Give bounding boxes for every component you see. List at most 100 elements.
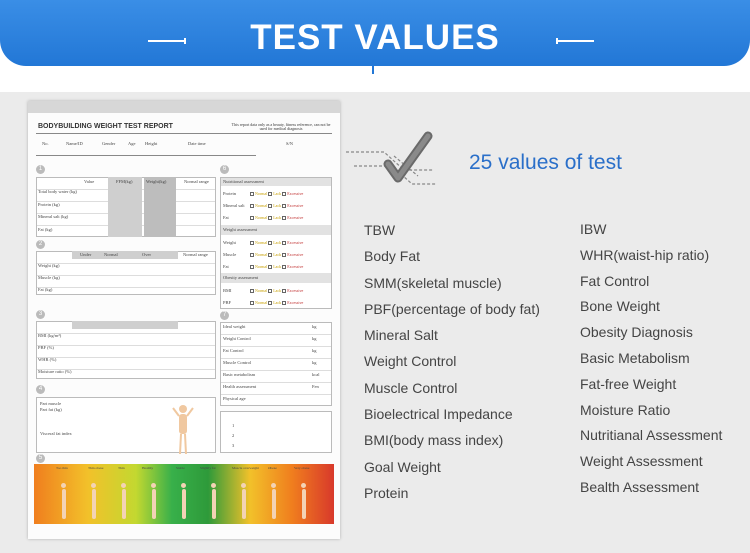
scale-label: Muscle overweight: [232, 466, 259, 470]
body-figure: [240, 483, 247, 519]
list-item: Bioelectrical Impedance: [364, 406, 513, 423]
sheet-header-band: [28, 101, 340, 113]
sec2-header: Over: [142, 252, 151, 257]
section-6-box: [220, 177, 332, 309]
list-item: BMI(body mass index): [364, 432, 504, 449]
sec7-row: Ideal weight: [223, 324, 246, 329]
scale-label: Too thin: [56, 466, 68, 470]
body-figure: [300, 483, 307, 519]
values-list-right: IBW WHR(waist-hip ratio) Fat Control Bon…: [580, 221, 722, 505]
sec7-unit: Fen: [312, 384, 319, 389]
sec1-row: Protein (kg): [38, 202, 60, 207]
sec1-header-weight: Weight(kg): [146, 179, 167, 184]
sec2-header: Under: [80, 252, 92, 257]
sec3-row: BMI (kg/m²): [38, 333, 62, 338]
option-group: Normal Lack Excessive: [250, 240, 303, 246]
banner-tick: [372, 60, 374, 74]
section-1-badge: 1: [36, 165, 45, 174]
sec6-row: Fat: [223, 215, 229, 220]
body-figure: [120, 483, 127, 519]
sec3-row: PBF (%): [38, 345, 54, 350]
option-group: Normal Lack Excessive: [250, 300, 303, 306]
sec7-list-item: 3: [232, 443, 235, 448]
sec7-row: Weight Control: [223, 336, 251, 341]
right-decoration: [556, 38, 594, 44]
divider: [36, 155, 256, 156]
values-list-left: TBW Body Fat SMM(skeletal muscle) PBF(pe…: [364, 222, 540, 511]
list-item: TBW: [364, 222, 396, 238]
section-6-head: [221, 225, 331, 235]
checkmark-icon: [346, 131, 436, 185]
sec7-unit: kg: [312, 348, 317, 353]
list-item: IBW: [580, 221, 607, 237]
sec7-unit: kcal: [312, 372, 320, 377]
field-date: Date time: [188, 141, 206, 146]
sec7-list-item: 1: [232, 423, 235, 428]
sec2-header: Normal range: [183, 252, 208, 257]
scale-label: Thin: [118, 466, 125, 470]
report-note: This report data only as a beauty, fitne…: [231, 122, 331, 131]
section-7-box: [220, 322, 332, 406]
scale-label: Obese: [268, 466, 277, 470]
list-item: Bealth Assessment: [580, 478, 700, 495]
sec1-row: Mineral salt (kg): [38, 214, 69, 219]
section-6-head: [221, 178, 331, 186]
sec7-row: Fat Control: [223, 348, 244, 353]
header-banner: TEST VALUES: [0, 0, 750, 74]
sec7-row: Health assessment: [223, 384, 257, 389]
sec7-row: Basic metabolism: [223, 372, 256, 377]
list-item: Basic Metabolism: [580, 349, 690, 366]
sec7-unit: kg: [312, 324, 317, 329]
field-age: Age: [128, 141, 136, 146]
section-4-badge: 4: [36, 385, 45, 394]
section-3-badge: 3: [36, 310, 45, 319]
body-figure-icon: [172, 405, 194, 455]
field-sn: S/N: [286, 141, 294, 146]
body-figure: [210, 483, 217, 519]
list-item: SMM(skeletal muscle): [364, 274, 502, 291]
sec1-row: Fat (kg): [38, 227, 53, 232]
list-item: Mineral Salt: [364, 327, 438, 344]
section-7-list: [220, 411, 332, 453]
list-item: Goal Weight: [364, 458, 441, 475]
list-item: Protein: [364, 484, 409, 501]
sec2-row: Muscle (kg): [38, 275, 60, 280]
list-item: Obesity Diagnosis: [580, 324, 693, 341]
body-figure: [180, 483, 187, 519]
section-1-shade: [108, 177, 142, 237]
left-decoration: [148, 38, 186, 44]
sec6-row: BMI: [223, 288, 232, 293]
sec3-row: WHR (%): [38, 357, 57, 362]
body-figure: [60, 483, 67, 519]
section-3-table: [36, 321, 216, 379]
banner-background: [0, 0, 750, 66]
sec6-row: Muscle: [223, 252, 237, 257]
field-name: Name/ID: [66, 141, 83, 146]
section-1-shade: [144, 177, 176, 237]
body-figure: [90, 483, 97, 519]
report-title: BODYBUILDING WEIGHT TEST REPORT: [38, 123, 173, 130]
list-item: Weight Control: [364, 353, 457, 370]
sec2-header: Normal: [104, 252, 118, 257]
section-5-badge: 5: [36, 454, 45, 463]
report-sheet: BODYBUILDING WEIGHT TEST REPORT This rep…: [28, 101, 340, 539]
list-item: Fat Control: [580, 272, 650, 289]
section-6-badge: 6: [220, 165, 229, 174]
sec1-header-range: Normal range: [184, 179, 209, 184]
sec6-heading: Nutritional assessment: [223, 179, 264, 184]
option-group: Normal Lack Excessive: [250, 215, 303, 221]
option-group: Normal Lack Excessive: [250, 288, 303, 294]
section-2-badge: 2: [36, 240, 45, 249]
sec7-unit: kg: [312, 336, 317, 341]
list-item: Muscle Control: [364, 379, 458, 396]
list-item: PBF(percentage of body fat): [364, 300, 540, 317]
section-7-badge: 7: [220, 311, 229, 320]
option-group: Normal Lack Excessive: [250, 264, 303, 270]
divider: [36, 133, 332, 134]
section-3-shade: [72, 321, 178, 329]
option-group: Normal Lack Excessive: [250, 191, 303, 197]
list-item: Moisture Ratio: [580, 401, 671, 418]
sec6-row: Weight: [223, 240, 236, 245]
list-item: Bone Weight: [580, 298, 660, 315]
sec6-row: Mineral salt: [223, 203, 245, 208]
